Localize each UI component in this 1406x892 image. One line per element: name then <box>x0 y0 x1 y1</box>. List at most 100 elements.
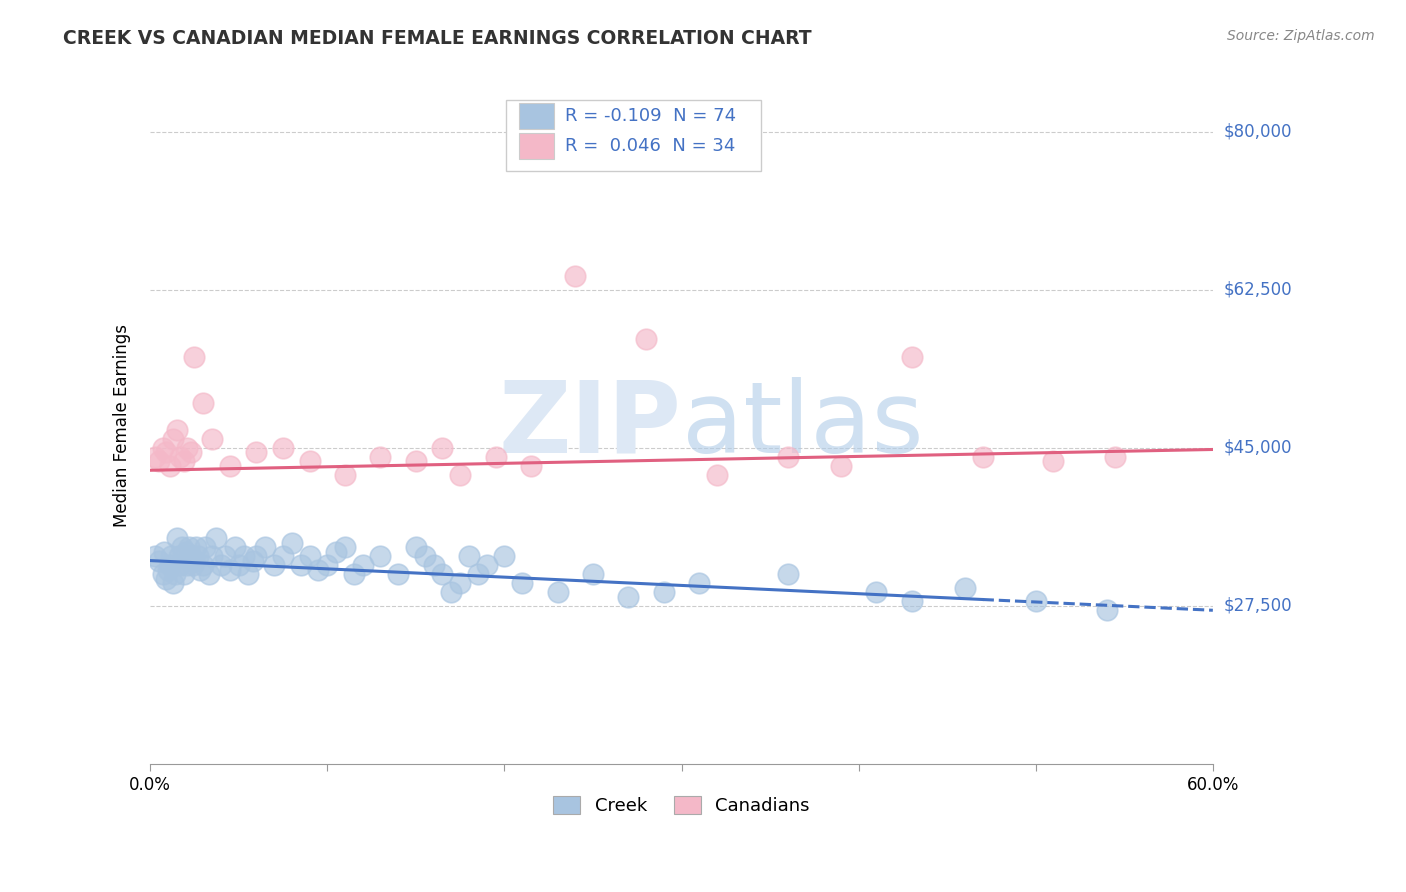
Point <box>170 540 193 554</box>
Point <box>162 432 184 446</box>
Point <box>169 558 191 573</box>
Point <box>900 594 922 608</box>
Point <box>148 454 170 468</box>
Point <box>204 531 226 545</box>
Point <box>242 553 264 567</box>
Point <box>520 458 543 473</box>
Point <box>281 535 304 549</box>
Point <box>155 572 177 586</box>
FancyBboxPatch shape <box>519 133 554 159</box>
Point <box>201 432 224 446</box>
Point <box>176 441 198 455</box>
Point <box>263 558 285 573</box>
Point <box>972 450 994 464</box>
Point <box>449 467 471 482</box>
Point <box>307 563 329 577</box>
Point <box>830 458 852 473</box>
FancyBboxPatch shape <box>506 100 761 171</box>
Point <box>153 544 176 558</box>
Point <box>193 558 215 573</box>
Point <box>325 544 347 558</box>
Point <box>316 558 339 573</box>
Point <box>209 558 232 573</box>
Point <box>194 540 217 554</box>
Point <box>156 563 179 577</box>
Point <box>333 540 356 554</box>
Point <box>183 351 205 365</box>
Point <box>467 567 489 582</box>
Point <box>145 549 167 563</box>
Point <box>193 395 215 409</box>
Point <box>582 567 605 582</box>
Point <box>159 558 181 573</box>
Point <box>494 549 516 563</box>
Point <box>179 540 201 554</box>
Text: Source: ZipAtlas.com: Source: ZipAtlas.com <box>1227 29 1375 43</box>
Point <box>405 454 427 468</box>
Point <box>652 585 675 599</box>
Point <box>547 585 569 599</box>
Point <box>387 567 409 582</box>
Point <box>776 567 799 582</box>
Point <box>298 454 321 468</box>
Point <box>1104 450 1126 464</box>
Point <box>180 549 202 563</box>
Text: R =  0.046  N = 34: R = 0.046 N = 34 <box>565 137 735 155</box>
Point <box>413 549 436 563</box>
Point <box>218 458 240 473</box>
Point <box>440 585 463 599</box>
Point <box>245 549 267 563</box>
Point <box>688 576 710 591</box>
Point <box>1042 454 1064 468</box>
Point <box>370 549 392 563</box>
Point <box>432 441 454 455</box>
Text: R = -0.109  N = 74: R = -0.109 N = 74 <box>565 107 735 125</box>
Text: $27,500: $27,500 <box>1225 597 1292 615</box>
Point <box>636 332 658 346</box>
Text: $80,000: $80,000 <box>1225 122 1292 141</box>
Text: atlas: atlas <box>682 376 924 474</box>
Point <box>148 553 170 567</box>
Legend: Creek, Canadians: Creek, Canadians <box>546 789 817 822</box>
Point <box>155 445 177 459</box>
Point <box>900 351 922 365</box>
Point <box>290 558 312 573</box>
Point <box>564 268 586 283</box>
Point <box>449 576 471 591</box>
Point <box>271 549 294 563</box>
Point <box>254 540 277 554</box>
Point <box>173 567 195 582</box>
Point <box>163 567 186 582</box>
Point <box>187 549 209 563</box>
Point <box>776 450 799 464</box>
Point <box>1095 603 1118 617</box>
Point <box>160 549 183 563</box>
Point <box>1025 594 1047 608</box>
Point <box>245 445 267 459</box>
Point <box>214 549 236 563</box>
Point <box>145 450 167 464</box>
Point <box>166 531 188 545</box>
Point <box>188 563 211 577</box>
Point <box>176 558 198 573</box>
Point <box>706 467 728 482</box>
Point <box>352 558 374 573</box>
Point <box>152 441 174 455</box>
Point <box>180 445 202 459</box>
Point <box>197 567 219 582</box>
Text: CREEK VS CANADIAN MEDIAN FEMALE EARNINGS CORRELATION CHART: CREEK VS CANADIAN MEDIAN FEMALE EARNINGS… <box>63 29 811 47</box>
Point <box>953 581 976 595</box>
Point <box>236 567 259 582</box>
Point <box>224 540 246 554</box>
Point <box>186 540 208 554</box>
Point <box>162 576 184 591</box>
Point <box>484 450 506 464</box>
Point <box>174 544 197 558</box>
Point <box>333 467 356 482</box>
Point <box>181 558 204 573</box>
Point <box>370 450 392 464</box>
Point <box>458 549 481 563</box>
Point <box>201 549 224 563</box>
Point <box>167 549 190 563</box>
Point <box>166 423 188 437</box>
